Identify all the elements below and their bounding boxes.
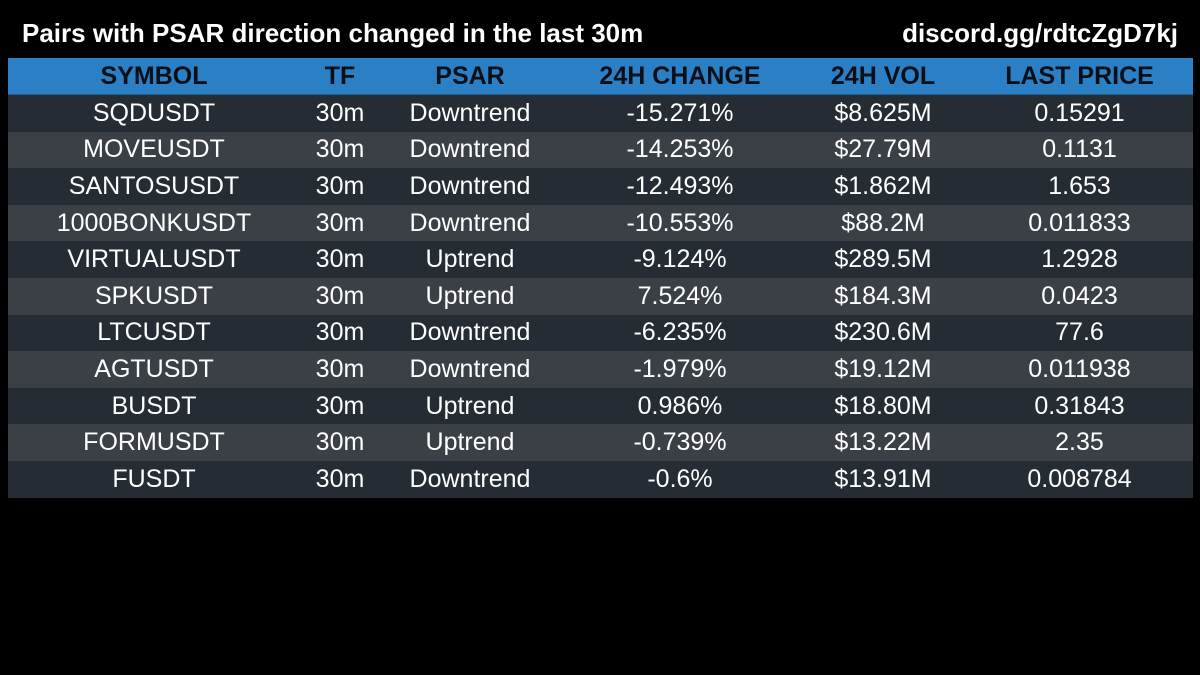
volume-cell: $18.80M	[834, 391, 932, 420]
psar-cell: Downtrend	[409, 464, 531, 493]
volume-cell: $289.5M	[834, 245, 932, 274]
psar-cell: Downtrend	[409, 354, 531, 383]
psar-cell: Uptrend	[425, 245, 515, 274]
psar-cell: Downtrend	[409, 208, 531, 237]
price-cell: 0.15291	[1034, 98, 1125, 127]
volume-cell: $88.2M	[841, 208, 925, 237]
table-row: 1000BONKUSDT 30m Downtrend -10.553% $88.…	[8, 204, 1193, 242]
price-cell: 2.35	[1055, 428, 1104, 457]
price-cell: 0.011938	[1028, 354, 1131, 383]
volume-cell: $1.862M	[834, 171, 932, 200]
volume-cell: $184.3M	[834, 281, 932, 310]
change-cell: 7.524%	[637, 281, 723, 310]
table-row: LTCUSDT 30m Downtrend -6.235% $230.6M 77…	[8, 314, 1193, 352]
change-cell: 0.986%	[637, 391, 723, 420]
page-title: Pairs with PSAR direction changed in the…	[22, 18, 644, 48]
price-cell: 77.6	[1055, 318, 1104, 347]
change-cell: -15.271%	[626, 98, 734, 127]
tf-cell: 30m	[315, 135, 365, 164]
tf-cell: 30m	[315, 171, 365, 200]
change-cell: -6.235%	[633, 318, 727, 347]
price-cell: 1.2928	[1041, 245, 1118, 274]
discord-link[interactable]: discord.gg/rdtcZgD7kj	[902, 18, 1178, 48]
symbol-cell: LTCUSDT	[97, 318, 211, 347]
psar-cell: Uptrend	[425, 281, 515, 310]
psar-cell: Uptrend	[425, 428, 515, 457]
tf-cell: 30m	[315, 245, 365, 274]
pairs-table: SYMBOL TF PSAR 24H CHANGE 24H VOL LAST P…	[8, 58, 1193, 498]
psar-cell: Uptrend	[425, 391, 515, 420]
column-header-tf: TF	[324, 61, 356, 90]
psar-cell: Downtrend	[409, 98, 531, 127]
symbol-cell: FUSDT	[112, 464, 196, 493]
symbol-cell: AGTUSDT	[94, 354, 214, 383]
change-cell: -9.124%	[633, 245, 727, 274]
change-cell: -0.739%	[633, 428, 727, 457]
change-cell: -12.493%	[626, 171, 734, 200]
table-row: SPKUSDT 30m Uptrend 7.524% $184.3M 0.042…	[8, 277, 1193, 315]
volume-cell: $8.625M	[834, 98, 932, 127]
table-row: SANTOSUSDT 30m Downtrend -12.493% $1.862…	[8, 168, 1193, 205]
symbol-cell: FORMUSDT	[83, 428, 225, 457]
price-cell: 0.0423	[1041, 281, 1118, 310]
tf-cell: 30m	[315, 98, 365, 127]
psar-cell: Downtrend	[409, 135, 531, 164]
table-row: AGTUSDT 30m Downtrend -1.979% $19.12M 0.…	[8, 351, 1193, 388]
column-header-psar: PSAR	[435, 61, 505, 90]
volume-cell: $13.91M	[834, 464, 932, 493]
table-row: SQDUSDT 30m Downtrend -15.271% $8.625M 0…	[8, 95, 1193, 132]
table-row: VIRTUALUSDT 30m Uptrend -9.124% $289.5M …	[8, 241, 1193, 278]
change-cell: -10.553%	[626, 208, 734, 237]
symbol-cell: SQDUSDT	[92, 98, 216, 127]
table-row: FUSDT 30m Downtrend -0.6% $13.91M 0.0087…	[8, 460, 1193, 498]
volume-cell: $13.22M	[834, 428, 932, 457]
change-cell: -0.6%	[647, 464, 713, 493]
column-header-24h-vol: 24H VOL	[830, 61, 936, 90]
price-cell: 0.011833	[1028, 208, 1131, 237]
tf-cell: 30m	[315, 464, 365, 493]
table-header: SYMBOL TF PSAR 24H CHANGE 24H VOL LAST P…	[8, 58, 1193, 95]
symbol-cell: VIRTUALUSDT	[67, 245, 241, 274]
symbol-cell: SANTOSUSDT	[68, 171, 240, 200]
table-row: FORMUSDT 30m Uptrend -0.739% $13.22M 2.3…	[8, 424, 1193, 461]
change-cell: -1.979%	[633, 354, 727, 383]
tf-cell: 30m	[315, 208, 365, 237]
table-row: BUSDT 30m Uptrend 0.986% $18.80M 0.31843	[8, 387, 1193, 425]
volume-cell: $27.79M	[834, 135, 932, 164]
price-cell: 0.31843	[1034, 391, 1125, 420]
tf-cell: 30m	[315, 354, 365, 383]
symbol-cell: MOVEUSDT	[83, 135, 225, 164]
change-cell: -14.253%	[626, 135, 734, 164]
psar-cell: Downtrend	[409, 318, 531, 347]
symbol-cell: 1000BONKUSDT	[56, 208, 252, 237]
price-cell: 1.653	[1048, 171, 1111, 200]
tf-cell: 30m	[315, 428, 365, 457]
table-row: MOVEUSDT 30m Downtrend -14.253% $27.79M …	[8, 131, 1193, 169]
symbol-cell: BUSDT	[111, 391, 197, 420]
column-header-24h-change: 24H CHANGE	[599, 61, 761, 90]
price-cell: 0.008784	[1027, 464, 1132, 493]
price-cell: 0.1131	[1042, 135, 1117, 164]
tf-cell: 30m	[315, 391, 365, 420]
volume-cell: $19.12M	[834, 354, 932, 383]
volume-cell: $230.6M	[834, 318, 932, 347]
psar-cell: Downtrend	[409, 171, 531, 200]
symbol-cell: SPKUSDT	[94, 281, 214, 310]
tf-cell: 30m	[315, 318, 365, 347]
tf-cell: 30m	[315, 281, 365, 310]
column-header-symbol: SYMBOL	[100, 61, 208, 90]
column-header-last-price: LAST PRICE	[1005, 61, 1154, 90]
